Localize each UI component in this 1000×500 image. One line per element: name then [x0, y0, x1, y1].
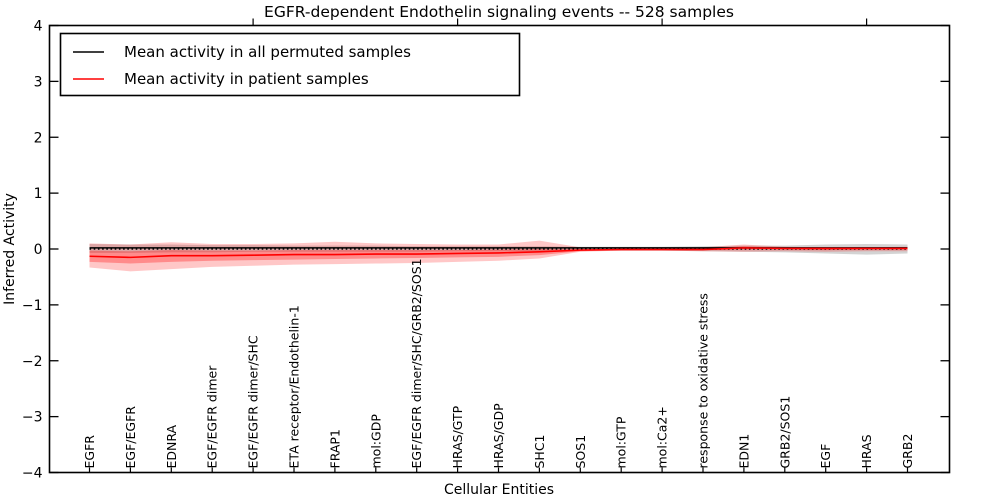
- y-tick-label: −2: [22, 354, 43, 370]
- x-tick-label: mol:Ca2+: [655, 406, 670, 468]
- x-tick-label: mol:GTP: [614, 416, 629, 468]
- y-tick-label: 1: [34, 186, 43, 202]
- legend-label-permuted: Mean activity in all permuted samples: [124, 43, 411, 61]
- series-line-patient: [89, 247, 908, 259]
- x-tick-label: EGF/EGFR: [123, 406, 138, 469]
- y-tick-label: −4: [22, 466, 43, 482]
- x-tick-label: EGF/EGFR dimer/SHC: [246, 335, 261, 468]
- x-tick-label: HRAS/GDP: [491, 403, 506, 469]
- y-tick-label: 2: [34, 130, 43, 146]
- x-tick-label: FRAP1: [327, 429, 342, 468]
- x-tick-label: GRB2/SOS1: [777, 396, 792, 469]
- legend-label-patient: Mean activity in patient samples: [124, 70, 369, 88]
- y-tick-label: −3: [22, 410, 43, 426]
- x-tick-label: response to oxidative stress: [696, 293, 711, 468]
- legend: Mean activity in all permuted samples Me…: [59, 32, 521, 97]
- y-axis-label: Inferred Activity: [2, 193, 18, 305]
- x-tick-label: HRAS/GTP: [450, 405, 465, 468]
- x-tick-label: EGF/EGFR dimer: [205, 365, 220, 469]
- y-tick-label: −1: [22, 298, 43, 314]
- y-tick-label: 4: [34, 19, 43, 35]
- chart-title: EGFR-dependent Endothelin signaling even…: [264, 3, 734, 21]
- x-tick-label: EGF: [818, 444, 833, 469]
- x-tick-label: HRAS: [859, 434, 874, 468]
- legend-box: [59, 32, 521, 97]
- x-tick-label: EDN1: [736, 434, 751, 469]
- x-tick-label: mol:GDP: [368, 414, 383, 469]
- y-tick-label: 3: [34, 74, 43, 90]
- x-tick-label: EDNRA: [164, 424, 179, 468]
- x-tick-label: EGF/EGFR dimer/SHC/GRB2/SOS1: [409, 258, 424, 468]
- y-tick-label: 0: [34, 242, 43, 258]
- x-tick-label: EGFR: [82, 435, 97, 469]
- x-tick-label: SHC1: [532, 434, 547, 468]
- plot-area: −4 −3 −2 −1 0 1 2 3 4 EGFR EGF/EGFR EDNRA EGF/EGFR d…: [22, 18, 951, 482]
- patient-inner-band: [89, 246, 908, 264]
- x-tick-label: ETA receptor/Endothelin-1: [287, 305, 302, 468]
- x-tick-label: GRB2: [900, 434, 915, 469]
- x-tick-label: SOS1: [573, 435, 588, 469]
- x-axis-label: Cellular Entities: [444, 482, 554, 498]
